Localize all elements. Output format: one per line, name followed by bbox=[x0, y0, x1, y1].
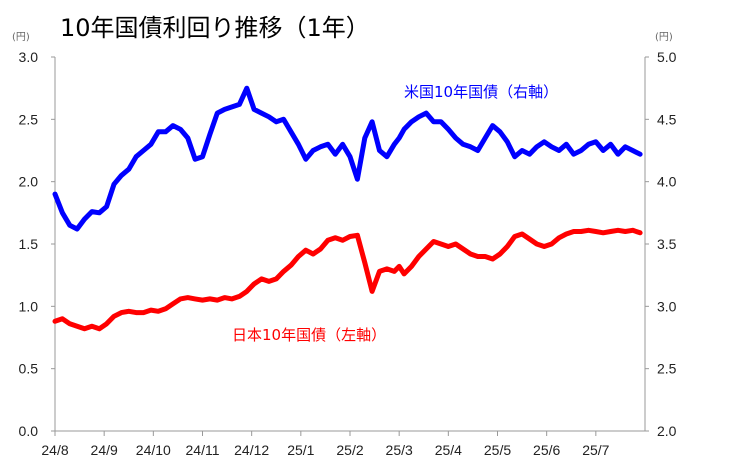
chart-series bbox=[52, 85, 643, 332]
x-tick-label: 25/3 bbox=[386, 442, 413, 458]
us-series-label: 米国10年国債（右軸） bbox=[404, 83, 558, 101]
left-tick-label: 2.0 bbox=[19, 174, 39, 190]
right-tick-label: 5.0 bbox=[657, 49, 677, 65]
japan-series-label: 日本10年国債（左軸） bbox=[232, 326, 386, 344]
x-tick-label: 24/9 bbox=[91, 442, 118, 458]
right-tick-label: 4.5 bbox=[657, 111, 677, 127]
left-tick-label: 1.0 bbox=[19, 298, 39, 314]
x-tick-label: 25/6 bbox=[533, 442, 560, 458]
left-axis-unit: (円) bbox=[12, 32, 30, 43]
right-tick-label: 3.0 bbox=[657, 298, 677, 314]
x-tick-label: 25/1 bbox=[287, 442, 314, 458]
chart-axes: 0.0 0.5 1.0 1.5 2.0 2.5 3.0 2.0 2.5 3.0 3.5 4.0 4.5 5… bbox=[19, 49, 677, 458]
x-tick-label: 25/2 bbox=[336, 442, 363, 458]
x-tick-label: 24/10 bbox=[136, 442, 171, 458]
left-tick-label: 1.5 bbox=[19, 236, 39, 252]
x-tick-label: 24/8 bbox=[41, 442, 68, 458]
left-tick-label: 3.0 bbox=[19, 49, 39, 65]
left-tick-label: 0.0 bbox=[19, 423, 39, 439]
x-tick-label: 24/12 bbox=[234, 442, 269, 458]
right-tick-label: 4.0 bbox=[657, 174, 677, 190]
left-tick-label: 0.5 bbox=[19, 361, 39, 377]
x-tick-label: 24/11 bbox=[186, 442, 220, 458]
x-tick-label: 25/7 bbox=[582, 442, 609, 458]
right-axis-unit: (円) bbox=[655, 32, 673, 43]
japan-10y-yield-line bbox=[52, 227, 643, 332]
right-tick-label: 2.0 bbox=[657, 423, 677, 439]
right-tick-label: 3.5 bbox=[657, 236, 677, 252]
chart-title: 10年国債利回り推移（1年） bbox=[60, 14, 370, 42]
left-tick-label: 2.5 bbox=[19, 111, 39, 127]
x-tick-label: 25/4 bbox=[435, 442, 462, 458]
x-tick-label: 25/5 bbox=[484, 442, 511, 458]
us-10y-yield-line bbox=[52, 85, 643, 232]
right-tick-label: 2.5 bbox=[657, 361, 677, 377]
